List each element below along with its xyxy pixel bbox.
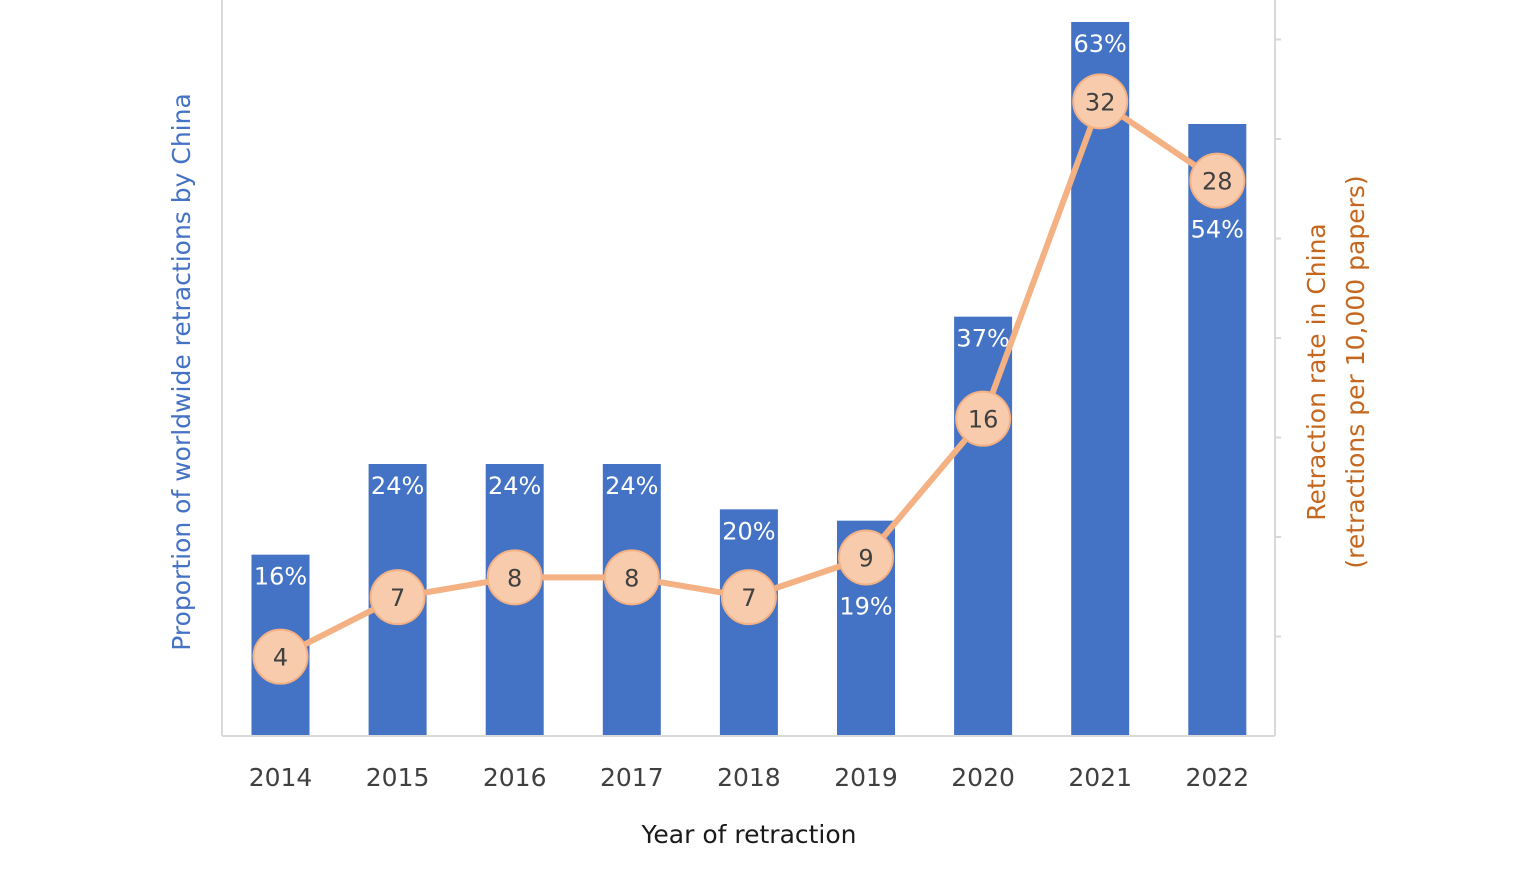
line-layer: 4 7 8 8 7 9 16 32 28: [252, 73, 1246, 685]
x-axis-title: Year of retraction: [640, 820, 856, 849]
right-axis-subtitle: (retractions per 10,000 papers): [1341, 175, 1370, 568]
bar-label-2018: 20%: [722, 517, 775, 545]
rate-label-2019: 9: [858, 545, 873, 573]
right-ticks-layer: [1275, 38, 1281, 638]
bar-label-2014: 16%: [254, 563, 307, 591]
rate-marker-2016: [486, 549, 543, 606]
bar-label-2017: 24%: [605, 472, 658, 500]
rate-marker-2022: [1189, 152, 1246, 209]
rate-marker-2019: [838, 529, 894, 586]
bar-label-2020: 37%: [956, 325, 1009, 353]
rate-marker-2020: [955, 390, 1012, 447]
x-tick-2017: 2017: [600, 763, 664, 792]
x-tick-2018: 2018: [717, 763, 781, 792]
x-tick-2016: 2016: [483, 763, 547, 792]
left-axis-title: Proportion of worldwide retractions by C…: [167, 93, 196, 651]
bar-labels-layer: 16% 24% 24% 24% 20% 19% 37% 63% 54%: [254, 30, 1244, 621]
bar-label-2021: 63%: [1074, 30, 1127, 58]
rate-label-2021: 32: [1085, 88, 1116, 116]
x-tick-2014: 2014: [249, 763, 313, 792]
bar-label-2015: 24%: [371, 472, 424, 500]
rate-label-2022: 28: [1202, 168, 1233, 196]
rate-marker-2015: [369, 569, 426, 626]
rate-label-2020: 16: [968, 406, 999, 434]
rate-label-2018: 7: [741, 584, 756, 612]
rate-marker-2021: [1072, 73, 1129, 130]
rate-label-2014: 4: [273, 644, 288, 672]
x-tick-2022: 2022: [1185, 763, 1249, 792]
bar-label-2019: 19%: [839, 593, 892, 621]
rate-label-2017: 8: [624, 564, 639, 592]
bar-label-2016: 24%: [488, 472, 541, 500]
bar-label-2022: 54%: [1191, 216, 1244, 244]
bar-2022: [1188, 124, 1247, 736]
rate-label-2015: 7: [390, 584, 405, 612]
rate-marker-2018: [720, 569, 777, 626]
rate-label-2016: 8: [507, 564, 522, 592]
x-tick-2019: 2019: [834, 763, 898, 792]
x-tick-2015: 2015: [366, 763, 430, 792]
right-axis-title: Retraction rate in China: [1302, 223, 1331, 521]
x-tick-2021: 2021: [1068, 763, 1132, 792]
x-ticks-layer: 2014 2015 2016 2017 2018 2019 2020 2021 2022: [249, 763, 1249, 792]
rate-marker-2017: [603, 549, 660, 606]
x-tick-2020: 2020: [951, 763, 1015, 792]
rate-marker-2014: [252, 628, 309, 685]
bar-2020: [954, 316, 1013, 736]
bar-2021: [1071, 22, 1130, 736]
